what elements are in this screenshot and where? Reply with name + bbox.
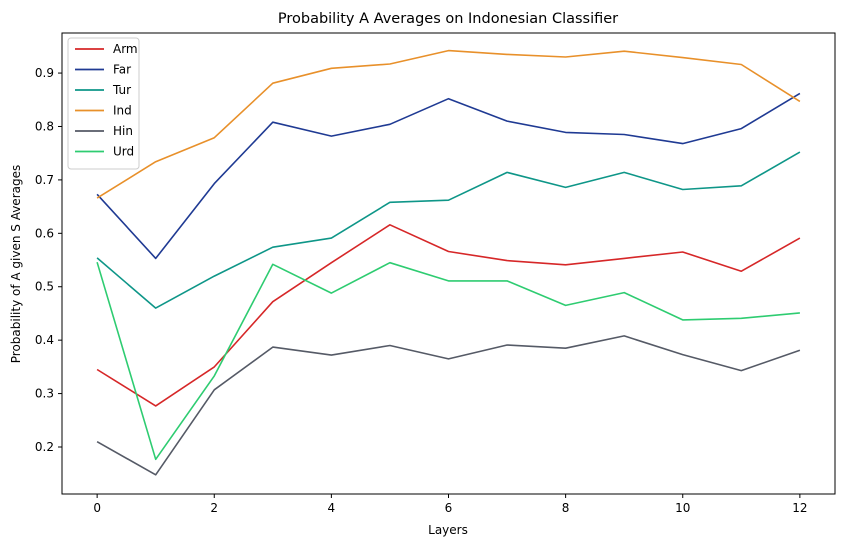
legend-label-hin: Hin: [113, 124, 133, 138]
y-tick-label: 0.5: [35, 280, 54, 294]
y-tick-label: 0.6: [35, 226, 54, 240]
legend: Arm Far Tur Ind Hin Urd: [67, 37, 140, 170]
y-tick-label: 0.7: [35, 173, 54, 187]
series-line-urd: [96, 261, 800, 461]
series-line-arm: [96, 224, 801, 407]
x-tick-label: 8: [562, 501, 570, 515]
legend-label-urd: Urd: [113, 145, 134, 159]
x-tick-label: 2: [210, 501, 218, 515]
y-tick-label: 0.4: [35, 333, 54, 347]
series-line-ind: [96, 49, 801, 199]
legend-label-ind: Ind: [113, 104, 132, 118]
series-line-tur: [96, 151, 801, 309]
x-tick-label: 6: [445, 501, 453, 515]
series-line-far: [96, 92, 801, 260]
y-tick-label: 0.9: [35, 66, 54, 80]
legend-label-far: Far: [113, 63, 131, 77]
y-tick-label: 0.3: [35, 387, 54, 401]
y-tick-label: 0.8: [35, 119, 54, 133]
x-tick-label: 4: [328, 501, 336, 515]
y-tick-label: 0.2: [35, 440, 54, 454]
x-axis-ticks: 0 2 4 6 8 10 12: [93, 494, 808, 515]
legend-box: [67, 37, 140, 170]
x-axis-label: Layers: [428, 523, 468, 537]
x-tick-label: 0: [93, 501, 101, 515]
chart-title: Probability A Averages on Indonesian Cla…: [278, 11, 618, 27]
series-line-hin: [96, 335, 801, 476]
legend-label-arm: Arm: [113, 42, 138, 56]
x-tick-label: 12: [792, 501, 807, 515]
series-lines: [96, 49, 801, 476]
y-axis-label: Probability of A given S Averages: [9, 165, 23, 363]
y-axis-ticks: 0.2 0.3 0.4 0.5 0.6 0.7 0.8 0.9: [35, 66, 62, 454]
x-tick-label: 10: [675, 501, 690, 515]
legend-label-tur: Tur: [112, 83, 131, 97]
